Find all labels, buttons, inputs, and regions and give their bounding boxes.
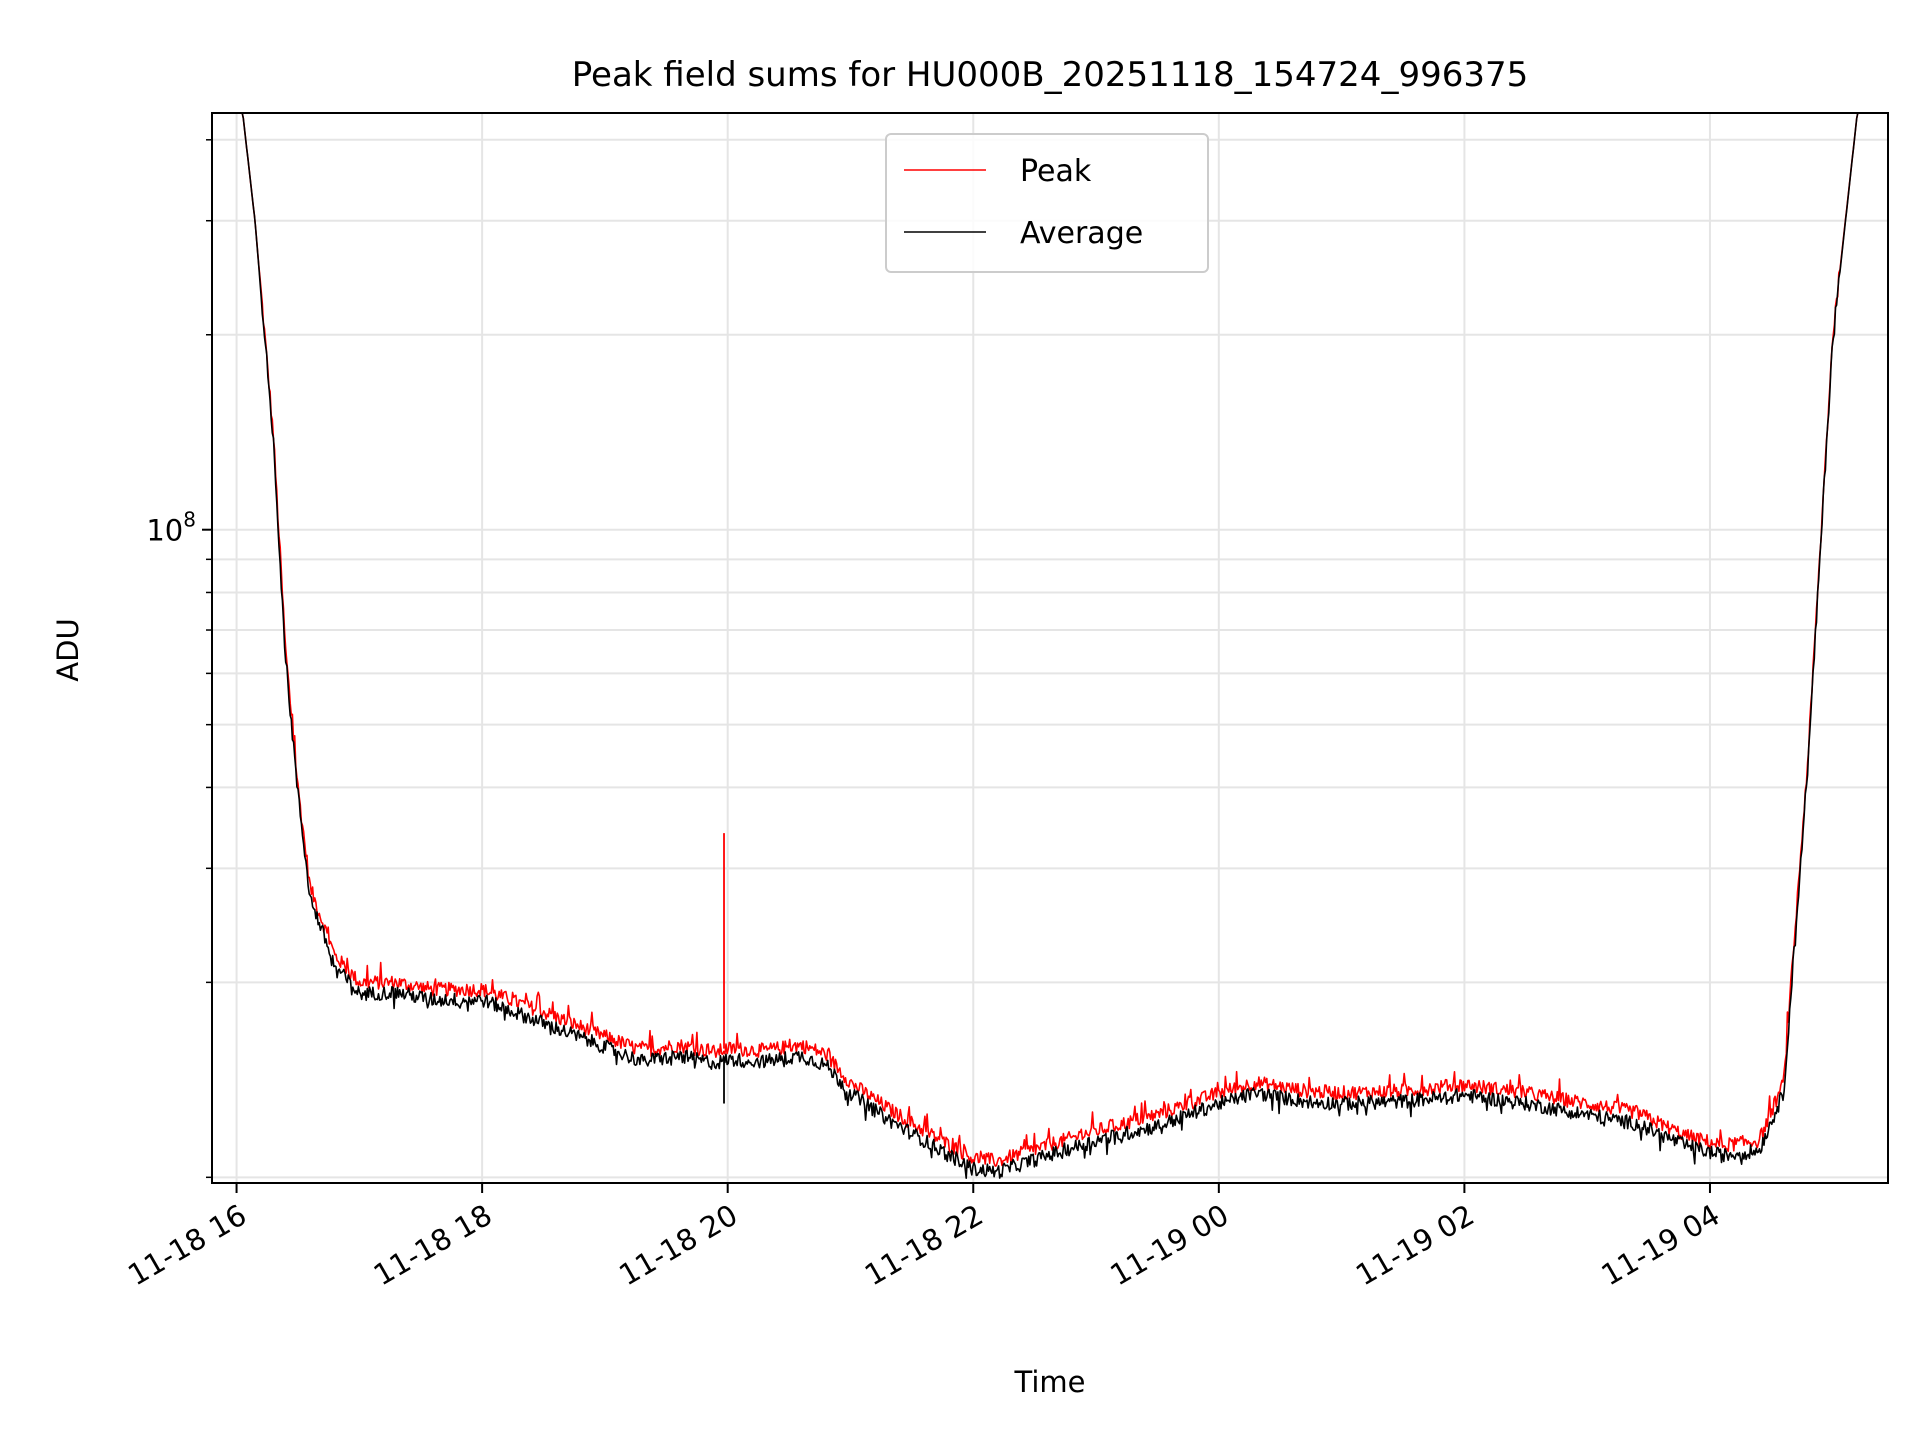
plot-frame	[211, 112, 1889, 1184]
x-axis-label: Time	[1014, 1365, 1086, 1399]
y-axis-label: ADU	[51, 618, 85, 681]
legend-box	[885, 133, 1209, 273]
legend: Peak Average	[885, 133, 1209, 273]
series-line-average	[212, 112, 1888, 1179]
y-tick-label: 108	[146, 508, 196, 548]
series-line-peak	[212, 112, 1888, 1167]
series-lines	[212, 112, 1888, 1179]
legend-peak-label: Peak	[1020, 154, 1092, 189]
chart-title: Peak field sums for HU000B_20251118_1547…	[572, 55, 1528, 95]
grid-lines	[212, 113, 1888, 1183]
legend-average-label: Average	[1020, 216, 1143, 251]
